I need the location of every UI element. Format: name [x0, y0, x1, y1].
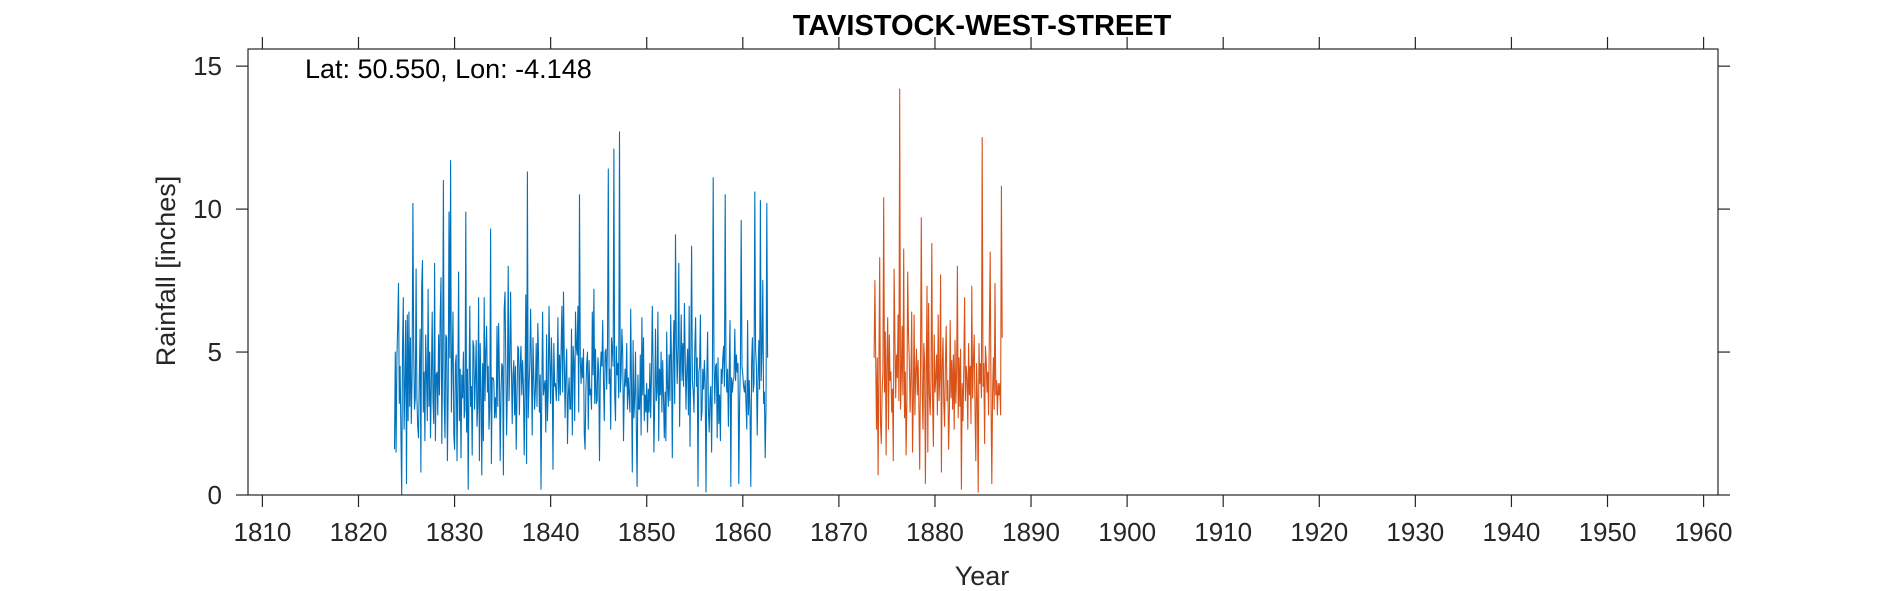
- x-tick-label: 1810: [233, 517, 291, 547]
- series-line-2: [873, 88, 1003, 493]
- x-tick-label: 1870: [810, 517, 868, 547]
- series-line-1: [393, 131, 769, 496]
- y-tick-label: 0: [208, 480, 222, 510]
- x-tick-label: 1820: [330, 517, 388, 547]
- x-tick-label: 1850: [618, 517, 676, 547]
- x-tick-label: 1890: [1002, 517, 1060, 547]
- y-axis: 0 5 10 15: [193, 51, 1730, 510]
- x-tick-label: 1880: [906, 517, 964, 547]
- x-tick-label: 1900: [1098, 517, 1156, 547]
- chart-title: TAVISTOCK-WEST-STREET: [793, 10, 1172, 42]
- x-tick-label: 1860: [714, 517, 772, 547]
- x-tick-label: 1930: [1386, 517, 1444, 547]
- y-tick-label: 5: [208, 337, 222, 367]
- y-tick-label: 15: [193, 51, 222, 81]
- x-tick-label: 1840: [522, 517, 580, 547]
- x-tick-label: 1960: [1675, 517, 1733, 547]
- x-tick-label: 1940: [1483, 517, 1541, 547]
- x-tick-label: 1910: [1194, 517, 1252, 547]
- x-tick-label: 1950: [1579, 517, 1637, 547]
- x-tick-label: 1830: [426, 517, 484, 547]
- x-tick-label: 1920: [1290, 517, 1348, 547]
- x-axis: 1810 1820 1830 1840 1850 1860 1870 1880 1890 1900…: [233, 37, 1733, 547]
- y-tick-label: 10: [193, 194, 222, 224]
- location-annotation: Lat: 50.550, Lon: -4.148: [305, 54, 592, 84]
- plot-box: [247, 48, 1719, 496]
- plot-lines: [393, 88, 1003, 496]
- y-axis-label: Rainfall [inches]: [151, 176, 181, 367]
- x-axis-label: Year: [955, 561, 1010, 591]
